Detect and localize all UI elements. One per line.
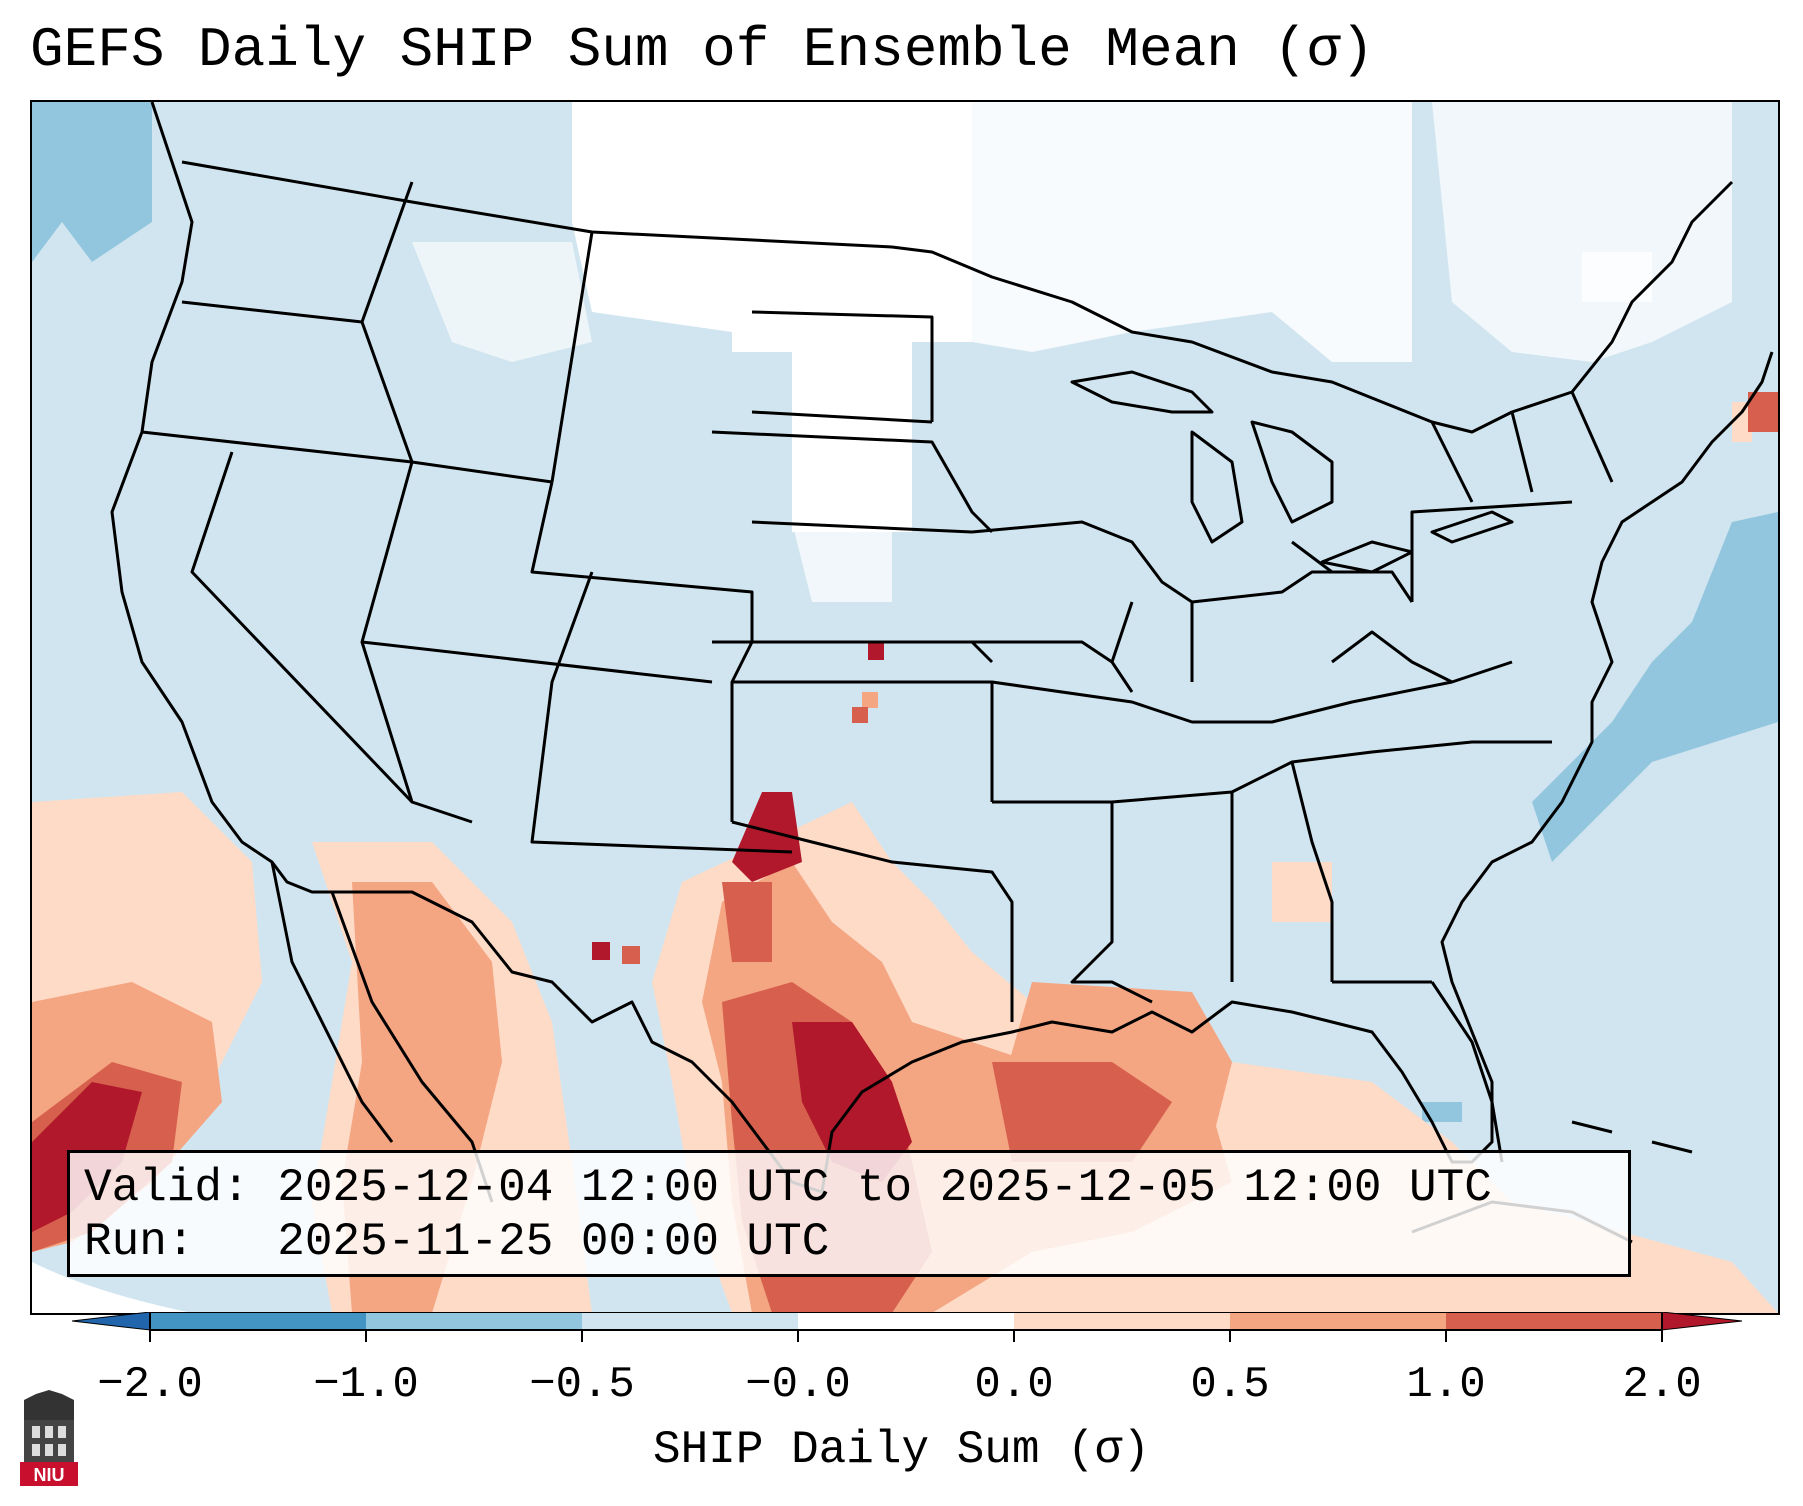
colorbar-bin-4 xyxy=(798,1312,1014,1330)
colorbar-tick-label: 0.0 xyxy=(974,1360,1054,1410)
colorbar xyxy=(72,1312,1742,1342)
colorbar-extend-high xyxy=(1661,1312,1742,1331)
colorbar-label: SHIP Daily Sum (σ) xyxy=(653,1424,1150,1476)
map-canvas xyxy=(32,102,1778,1313)
colorbar-tick-label: 2.0 xyxy=(1622,1360,1702,1410)
colorbar-tick-label: 1.0 xyxy=(1406,1360,1486,1410)
colorbar-bin-1 xyxy=(150,1312,366,1330)
colorbar-bin-2 xyxy=(366,1312,582,1330)
colorbar-ticks xyxy=(149,1330,1663,1342)
colorbar-tick-label: −2.0 xyxy=(97,1360,203,1410)
map-title: GEFS Daily SHIP Sum of Ensemble Mean (σ) xyxy=(30,18,1375,82)
colorbar-extend-low xyxy=(72,1312,151,1331)
niu-logo: NIU xyxy=(20,1390,78,1486)
valid-value: 2025-12-04 12:00 UTC to 2025-12-05 12:00… xyxy=(277,1162,1492,1214)
validity-info-box: Valid: 2025-12-04 12:00 UTC to 2025-12-0… xyxy=(67,1150,1631,1277)
colorbar-tick-label: −0.0 xyxy=(745,1360,851,1410)
colorbar-tick-label: −1.0 xyxy=(313,1360,419,1410)
valid-row: Valid: 2025-12-04 12:00 UTC to 2025-12-0… xyxy=(84,1161,1614,1215)
colorbar-tick-label: 0.5 xyxy=(1190,1360,1270,1410)
map-panel xyxy=(30,100,1780,1315)
domain-edge xyxy=(32,1262,192,1313)
run-label: Run: xyxy=(84,1216,195,1268)
run-value: 2025-11-25 00:00 UTC xyxy=(277,1216,830,1268)
field-near-zero-region xyxy=(412,102,1732,602)
colorbar-bin-5 xyxy=(1014,1312,1230,1330)
field-negative-regions xyxy=(32,102,1778,1122)
colorbar-tick-label: −0.5 xyxy=(529,1360,635,1410)
svg-text:NIU: NIU xyxy=(34,1465,65,1485)
valid-label: Valid: xyxy=(84,1162,250,1214)
colorbar-outline xyxy=(149,1312,1663,1331)
run-row: Run: 2025-11-25 00:00 UTC xyxy=(84,1215,1614,1269)
colorbar-bin-6 xyxy=(1230,1312,1446,1330)
colorbar-bin-7 xyxy=(1446,1312,1662,1330)
colorbar-bin-3 xyxy=(582,1312,798,1330)
